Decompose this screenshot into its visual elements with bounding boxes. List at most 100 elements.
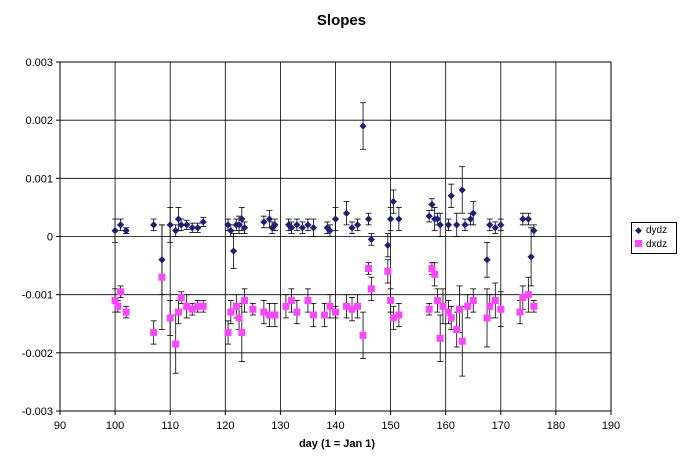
data-point-dydz — [298, 224, 307, 232]
data-point-dxdz — [227, 308, 235, 316]
data-point-dydz — [166, 221, 174, 229]
data-point-dxdz — [232, 302, 240, 310]
data-point-dxdz — [150, 328, 158, 336]
data-point-dydz — [240, 224, 249, 232]
data-point-dydz — [384, 241, 392, 249]
data-point-dydz — [227, 227, 235, 235]
data-point-dydz — [395, 215, 403, 223]
data-point-dxdz — [483, 314, 491, 322]
data-point-dxdz — [519, 294, 527, 302]
data-point-dxdz — [431, 270, 439, 278]
x-axis-title: day (1 = Jan 1) — [299, 438, 375, 450]
data-point-dydz — [387, 215, 395, 223]
data-point-dxdz — [172, 340, 180, 348]
x-tick-label: 150 — [381, 420, 399, 432]
legend-label-dxdz: dxdz — [646, 238, 668, 250]
data-point-dxdz — [384, 267, 392, 275]
data-point-dxdz — [428, 264, 436, 272]
y-tick-label: -0.001 — [22, 290, 53, 302]
data-point-dydz — [224, 221, 232, 229]
x-tick-label: 180 — [547, 420, 565, 432]
data-point-dxdz — [271, 311, 279, 319]
data-point-dxdz — [260, 308, 268, 316]
chart-title: Slopes — [316, 12, 367, 29]
data-point-dydz — [486, 221, 494, 229]
data-point-dydz — [444, 221, 453, 229]
x-tick-label: 100 — [106, 420, 124, 432]
data-point-dxdz — [367, 285, 375, 293]
data-point-dxdz — [249, 305, 257, 313]
data-point-dxdz — [304, 296, 312, 304]
data-point-dydz — [483, 256, 491, 264]
y-tick-label: 0.001 — [25, 173, 53, 185]
data-point-dxdz — [524, 291, 532, 299]
data-point-dxdz — [343, 302, 351, 310]
data-point-dydz — [497, 221, 505, 229]
data-point-dydz — [461, 221, 469, 229]
data-point-dxdz — [111, 296, 119, 304]
data-point-dxdz — [439, 302, 447, 310]
data-point-dydz — [183, 221, 191, 229]
grid-layer — [59, 61, 612, 412]
data-point-dydz — [519, 215, 527, 223]
legend: ◆ dydz dxdz — [631, 222, 677, 254]
data-point-dydz — [458, 186, 466, 194]
data-point-dydz — [491, 224, 499, 232]
x-tick-label: 120 — [216, 420, 234, 432]
data-point-dxdz — [287, 296, 295, 304]
data-point-dydz — [326, 227, 334, 235]
errorbar-layer — [112, 102, 537, 377]
data-point-dydz — [425, 212, 433, 220]
data-point-dxdz — [359, 331, 367, 339]
legend-item-dydz: ◆ dydz — [632, 223, 676, 237]
data-point-dxdz — [458, 337, 466, 345]
data-point-dxdz — [174, 308, 182, 316]
data-point-dxdz — [241, 296, 249, 304]
data-point-dydz — [527, 253, 535, 261]
data-point-dydz — [530, 227, 538, 235]
data-point-dydz — [353, 221, 362, 229]
data-point-dxdz — [453, 326, 461, 334]
data-point-dxdz — [158, 273, 166, 281]
data-point-dydz — [331, 215, 340, 223]
data-point-dxdz — [486, 302, 494, 310]
data-point-dydz — [287, 224, 296, 232]
data-point-dydz — [304, 221, 312, 229]
data-point-dxdz — [282, 302, 290, 310]
data-point-dxdz — [122, 308, 130, 316]
y-tick-label: -0.002 — [22, 348, 53, 360]
data-point-dxdz — [436, 334, 444, 342]
data-point-dxdz — [326, 302, 334, 310]
data-point-dydz — [309, 224, 318, 232]
data-point-dydz — [359, 122, 367, 130]
data-point-dxdz — [199, 302, 207, 310]
data-point-dxdz — [395, 311, 403, 319]
data-point-dydz — [271, 221, 279, 229]
x-tick-label: 190 — [602, 420, 620, 432]
y-tick-label: 0.002 — [25, 115, 53, 127]
x-tick-label: 110 — [161, 420, 179, 432]
data-point-dydz — [122, 227, 130, 235]
y-tick-label: -0.003 — [22, 406, 53, 418]
data-point-dxdz — [348, 305, 356, 313]
data-point-dydz — [117, 221, 125, 229]
data-point-dydz — [293, 221, 301, 229]
data-point-dydz — [150, 221, 158, 229]
data-point-dxdz — [177, 294, 185, 302]
data-point-dxdz — [320, 311, 328, 319]
data-point-dydz — [235, 221, 243, 229]
data-point-dydz — [428, 200, 436, 209]
data-point-dxdz — [433, 296, 441, 304]
data-point-dydz — [199, 218, 207, 226]
data-point-dxdz — [469, 296, 477, 304]
data-point-dydz — [469, 209, 477, 217]
data-point-dxdz — [309, 311, 317, 319]
data-point-dxdz — [389, 314, 397, 322]
data-point-dydz — [238, 215, 246, 223]
data-point-dxdz — [238, 328, 246, 336]
x-tick-label: 170 — [492, 420, 510, 432]
data-point-dydz — [177, 221, 185, 229]
data-point-dydz — [194, 224, 202, 232]
